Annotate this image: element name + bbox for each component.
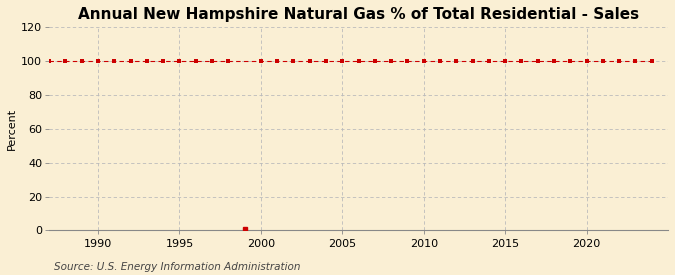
Title: Annual New Hampshire Natural Gas % of Total Residential - Sales: Annual New Hampshire Natural Gas % of To… — [78, 7, 639, 22]
Text: Source: U.S. Energy Information Administration: Source: U.S. Energy Information Administ… — [54, 262, 300, 272]
Y-axis label: Percent: Percent — [7, 108, 17, 150]
